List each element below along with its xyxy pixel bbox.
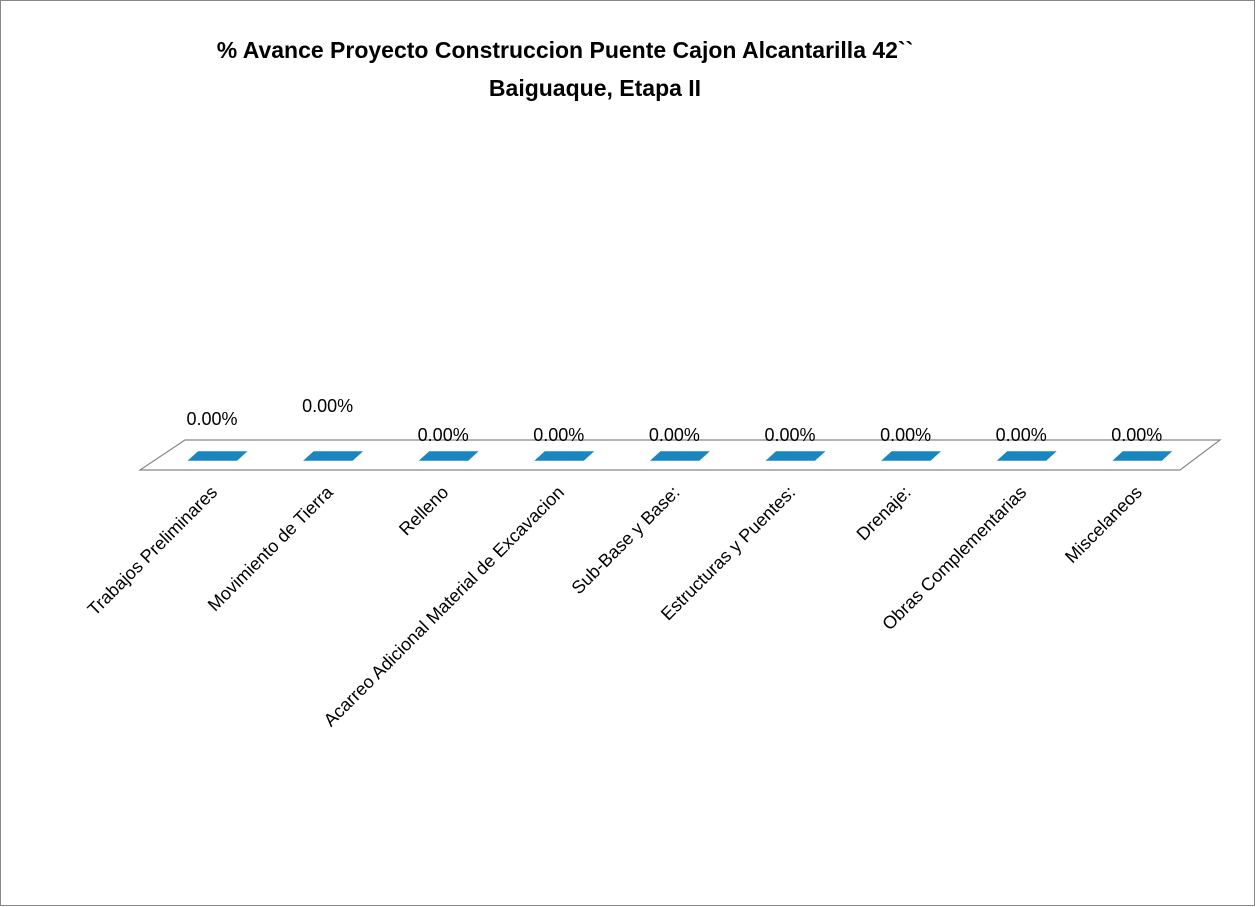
bar [533,450,596,462]
data-label: 0.00% [764,425,815,445]
data-label: 0.00% [1111,425,1162,445]
bar [995,450,1058,462]
chart-title: Baiguaque, Etapa II [489,75,701,101]
data-label: 0.00% [186,409,237,429]
bar [1111,450,1174,462]
bar [764,450,827,462]
chart-title: % Avance Proyecto Construccion Puente Ca… [217,37,914,63]
data-label: 0.00% [996,425,1047,445]
bar [301,450,365,462]
data-label: 0.00% [418,425,469,445]
bar [417,450,480,462]
bar [186,450,249,462]
bar [879,450,943,462]
data-label: 0.00% [649,425,700,445]
data-label: 0.00% [302,396,353,416]
data-label: 0.00% [880,425,931,445]
data-label: 0.00% [533,425,584,445]
bar [648,450,712,462]
